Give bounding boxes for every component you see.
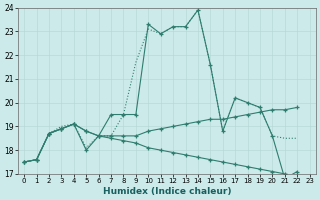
X-axis label: Humidex (Indice chaleur): Humidex (Indice chaleur)	[103, 187, 231, 196]
